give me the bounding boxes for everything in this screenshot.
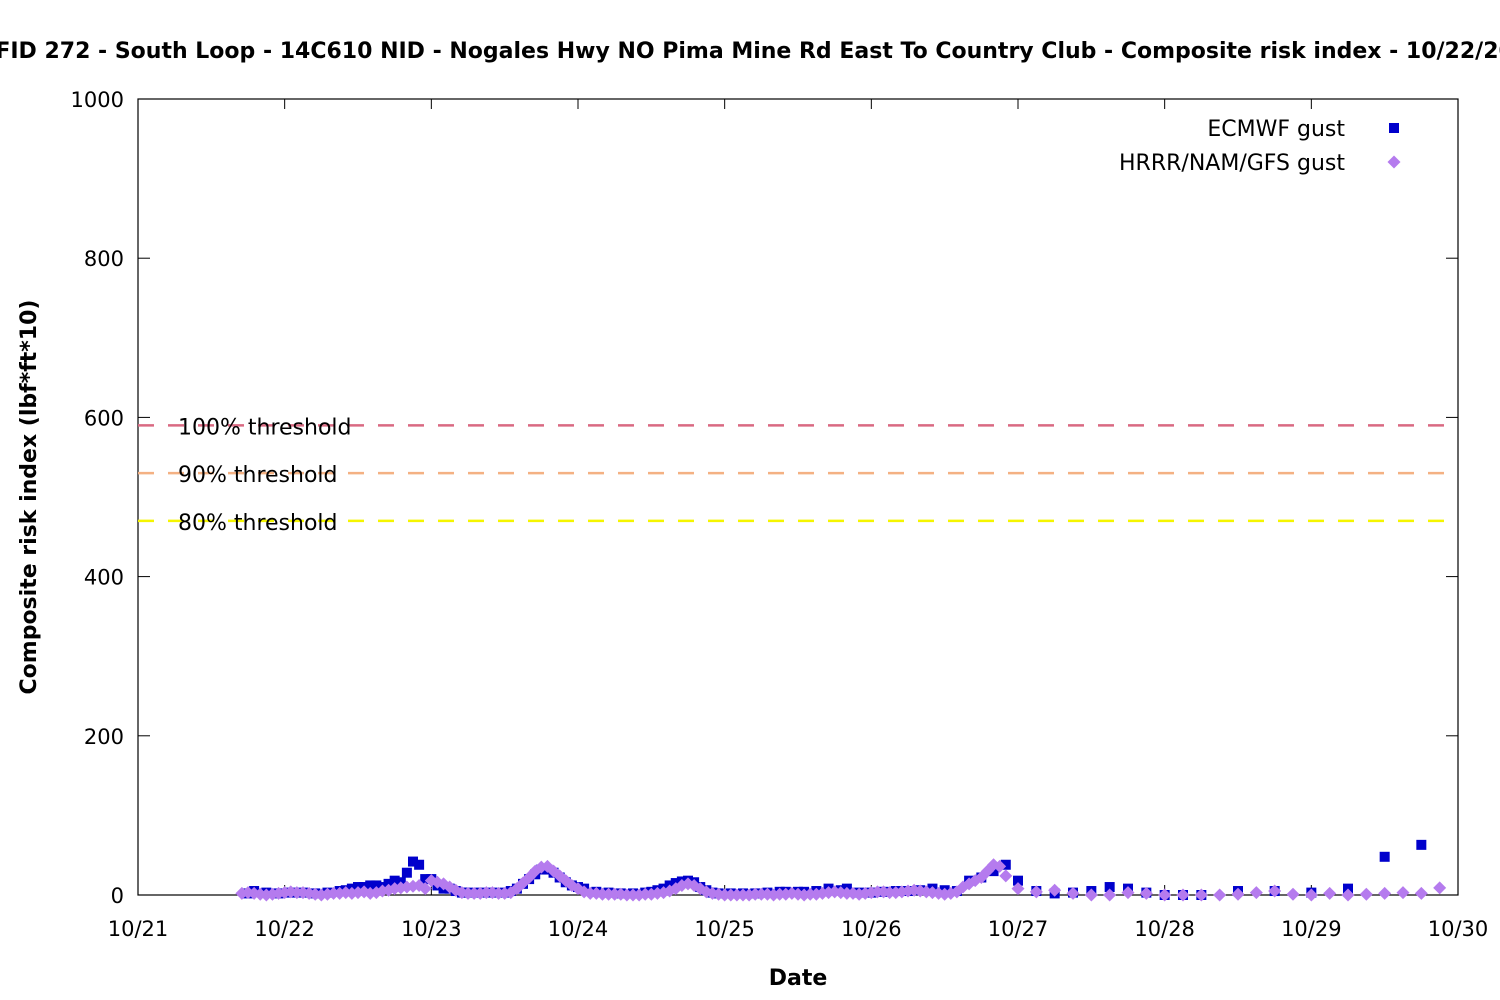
plot-area	[137, 98, 1459, 896]
y-tick-label: 600	[84, 406, 124, 430]
chart-title: 2 - FID 272 - South Loop - 14C610 NID - …	[0, 39, 1500, 64]
legend-entry-label: ECMWF gust	[1207, 117, 1345, 142]
data-point	[1048, 883, 1062, 897]
y-tick-label: 1000	[71, 88, 124, 112]
data-point	[1103, 888, 1117, 902]
data-point	[401, 867, 412, 878]
series-hrrr-nam-gfs-gust	[235, 858, 1447, 902]
data-point	[414, 859, 425, 870]
data-point	[1158, 888, 1172, 902]
x-tick-label: 10/24	[548, 917, 609, 941]
data-point	[420, 874, 431, 885]
data-point	[1416, 839, 1427, 850]
data-point	[1213, 888, 1227, 902]
data-point	[1378, 886, 1392, 900]
data-point	[1341, 888, 1355, 902]
data-point	[1194, 888, 1208, 902]
data-point	[1011, 882, 1025, 896]
threshold-lines: 100% threshold 90% threshold 80% threshold	[138, 415, 1446, 536]
y-axis-label: Composite risk index (lbf*ft*10)	[17, 300, 42, 695]
x-tick-label: 10/28	[1134, 917, 1195, 941]
y-axis: 0 200 400 600 800 1000	[71, 88, 1458, 908]
data-point	[993, 859, 1007, 873]
data-point	[1396, 886, 1410, 900]
x-axis-label: Date	[769, 966, 828, 991]
data-point	[1000, 859, 1011, 870]
data-point	[999, 869, 1013, 883]
data-point	[1013, 875, 1023, 886]
legend-marker	[1387, 155, 1401, 169]
data-point	[1066, 886, 1080, 900]
x-tick-label: 10/30	[1428, 917, 1489, 941]
data-point	[418, 882, 432, 896]
data-point	[365, 880, 376, 891]
data-point	[1268, 884, 1282, 898]
legend: ECMWF gust HRRR/NAM/GFS gust	[1119, 117, 1401, 176]
data-point	[1379, 851, 1390, 862]
x-tick-label: 10/29	[1281, 917, 1342, 941]
x-tick-label: 10/23	[401, 917, 462, 941]
data-point	[1433, 881, 1447, 895]
y-tick-label: 800	[84, 247, 124, 271]
data-point	[1304, 888, 1318, 902]
data-point	[1084, 888, 1098, 902]
x-tick-label: 10/25	[694, 917, 755, 941]
x-tick-label: 10/21	[108, 917, 169, 941]
threshold-label: 100% threshold	[178, 415, 352, 440]
x-tick-label: 10/22	[254, 917, 315, 941]
data-point	[1414, 886, 1428, 900]
data-point	[1139, 886, 1153, 900]
data-point	[1249, 886, 1263, 900]
data-series	[235, 839, 1447, 902]
legend-marker	[1389, 123, 1399, 133]
data-point	[1231, 887, 1245, 901]
data-point	[389, 875, 400, 886]
threshold-label: 80% threshold	[178, 511, 338, 536]
data-point	[1323, 886, 1337, 900]
x-tick-label: 10/27	[988, 917, 1049, 941]
plot-border	[137, 98, 1459, 896]
data-point	[1359, 887, 1373, 901]
data-point	[1286, 887, 1300, 901]
data-point	[1176, 888, 1190, 902]
y-tick-label: 400	[84, 566, 124, 590]
data-point	[1104, 882, 1115, 893]
x-tick-label: 10/26	[841, 917, 902, 941]
x-axis: 10/21 10/22 10/23 10/24 10/25 10/26 10/27 10/28…	[108, 99, 1489, 941]
y-tick-label: 0	[111, 884, 124, 908]
legend-entry-label: HRRR/NAM/GFS gust	[1119, 151, 1345, 176]
y-tick-label: 200	[84, 725, 124, 749]
threshold-label: 90% threshold	[178, 463, 338, 488]
data-point	[408, 856, 418, 867]
data-point	[1029, 885, 1043, 899]
data-point	[371, 880, 382, 891]
data-point	[1121, 886, 1135, 900]
